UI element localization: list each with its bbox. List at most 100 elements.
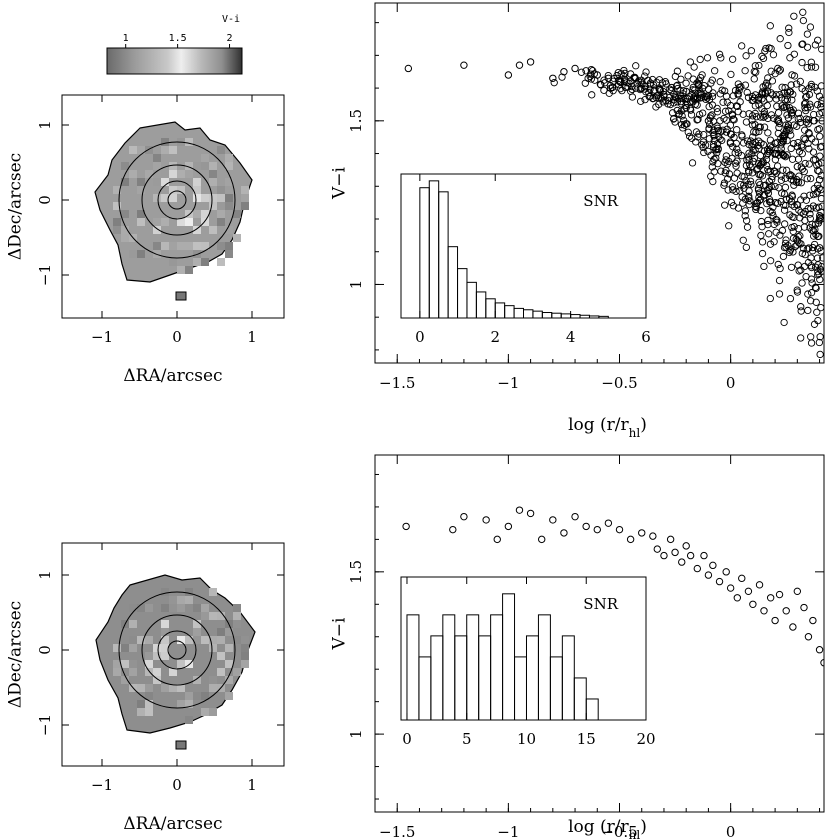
map-pixel	[185, 660, 193, 668]
data-point	[790, 223, 798, 231]
data-point	[693, 564, 702, 573]
data-point	[783, 151, 791, 159]
data-point	[809, 243, 817, 252]
map-pixel	[201, 612, 209, 620]
map-pixel	[217, 242, 225, 250]
data-point	[817, 215, 824, 224]
data-point	[747, 137, 755, 145]
map-pixel	[225, 628, 233, 636]
map-pixel	[113, 218, 121, 226]
map-pixel	[145, 146, 153, 154]
contour-outer-top	[118, 141, 236, 259]
data-point	[755, 127, 763, 136]
data-point	[816, 152, 824, 160]
data-point	[687, 111, 696, 119]
data-point	[732, 162, 740, 170]
data-point	[645, 88, 653, 97]
data-point	[660, 92, 668, 101]
data-point	[777, 94, 786, 102]
map-pixel	[233, 620, 241, 628]
map-pixel	[185, 138, 193, 146]
data-point	[800, 167, 808, 176]
data-point	[689, 86, 697, 94]
data-point	[795, 267, 803, 275]
data-point	[560, 529, 568, 537]
data-point	[662, 80, 670, 88]
data-point	[767, 67, 775, 75]
map-pixel	[201, 242, 209, 250]
data-point	[703, 54, 712, 62]
data-point	[632, 62, 640, 70]
data-point	[581, 79, 589, 87]
data-point	[641, 72, 649, 80]
map-pixel	[137, 186, 145, 194]
map-ytick-label: 0	[36, 195, 54, 205]
data-point	[781, 95, 789, 104]
data-points	[404, 8, 824, 359]
data-point	[745, 149, 753, 157]
data-point	[726, 584, 735, 592]
data-point	[588, 91, 596, 99]
data-point	[725, 222, 733, 230]
data-point	[670, 114, 678, 123]
data-point	[774, 260, 782, 269]
inset-label: SNR	[583, 595, 618, 613]
data-point	[697, 91, 705, 99]
map-pixel	[129, 170, 137, 178]
data-point	[798, 141, 806, 149]
data-point	[779, 252, 788, 261]
data-points	[402, 506, 824, 667]
data-point	[729, 202, 738, 210]
data-point	[812, 230, 820, 239]
data-point	[549, 516, 557, 524]
data-point	[617, 70, 625, 78]
map-pixel	[241, 636, 249, 644]
data-point	[748, 112, 757, 120]
data-point	[751, 109, 759, 118]
map-pixel	[161, 636, 169, 644]
map-pixel	[121, 210, 129, 218]
data-point	[787, 131, 795, 139]
data-point	[740, 181, 748, 189]
map-pixel	[193, 620, 201, 628]
data-point	[777, 176, 786, 184]
data-point	[771, 198, 780, 207]
data-point	[710, 136, 718, 145]
data-point	[758, 95, 766, 103]
data-point	[790, 202, 798, 211]
map-pixel	[145, 700, 153, 708]
data-point	[616, 85, 625, 93]
data-point	[808, 247, 817, 255]
data-point	[778, 83, 786, 91]
data-point	[636, 84, 645, 93]
map-ytick-label: −1	[36, 714, 54, 736]
data-point	[813, 161, 821, 170]
map-ylabel-top: ΔDec/arcsec	[6, 153, 26, 260]
data-point	[781, 183, 790, 191]
data-point	[711, 67, 719, 75]
data-point	[549, 74, 557, 82]
data-point	[788, 172, 796, 180]
map-pixel	[129, 668, 137, 676]
data-point	[801, 216, 809, 225]
data-point	[750, 75, 758, 83]
map-pixel	[161, 138, 169, 146]
map-pixel	[225, 250, 233, 258]
map-pixel	[209, 612, 217, 620]
data-point	[769, 114, 778, 122]
data-point	[504, 71, 513, 79]
map-pixel	[169, 242, 177, 250]
data-point	[803, 245, 811, 253]
data-point	[648, 75, 657, 84]
data-point	[754, 186, 763, 194]
data-point	[782, 103, 791, 111]
data-point	[593, 525, 601, 534]
map-pixel	[177, 186, 185, 194]
inset-x-tick-label: 5	[462, 730, 472, 748]
data-point	[726, 101, 735, 110]
data-point	[814, 267, 822, 276]
color-map-bottom	[61, 542, 285, 767]
data-point	[772, 228, 780, 236]
data-point	[765, 230, 773, 238]
map-pixel	[193, 186, 201, 194]
